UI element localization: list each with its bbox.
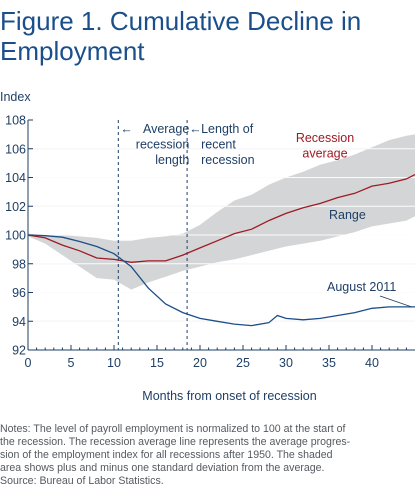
range-label: Range bbox=[329, 208, 366, 222]
notes-line: sion of the employment index for all rec… bbox=[0, 449, 333, 461]
notes-line: area shows plus and minus one standard d… bbox=[0, 462, 325, 474]
x-tick-label: 0 bbox=[25, 356, 32, 370]
figure-title-line-1: Figure 1. Cumulative Decline in bbox=[0, 6, 362, 36]
annotation-recent-recession-length: Length of bbox=[201, 122, 254, 136]
range-band bbox=[28, 134, 415, 290]
y-tick-label: 104 bbox=[5, 171, 26, 185]
august-2011-pointer bbox=[379, 295, 412, 308]
notes-line: the recession. The recession average lin… bbox=[0, 436, 351, 448]
x-tick-label: 15 bbox=[150, 356, 164, 370]
y-tick-label: 102 bbox=[5, 200, 26, 214]
recession-average-label: average bbox=[302, 147, 347, 161]
x-tick-label: 30 bbox=[279, 356, 293, 370]
annotation-recent-recession-length: recent bbox=[201, 138, 236, 152]
annotation-recent-recession-length: recession bbox=[201, 153, 255, 167]
x-tick-label: 10 bbox=[107, 356, 121, 370]
y-tick-label: 108 bbox=[5, 114, 26, 128]
y-tick-label: 100 bbox=[5, 229, 26, 243]
annotation-average-recession-length: length bbox=[155, 153, 189, 167]
figure-title-line-2: Employment bbox=[0, 36, 145, 66]
x-axis-label: Months from onset of recession bbox=[142, 389, 316, 403]
x-tick-label: 35 bbox=[322, 356, 336, 370]
notes-source: Source: Bureau of Labor Statistics. bbox=[0, 475, 164, 487]
figure-title: Figure 1. Cumulative Decline in Employme… bbox=[0, 6, 420, 66]
x-tick-label: 25 bbox=[236, 356, 250, 370]
annotation-average-recession-length: recession bbox=[136, 138, 190, 152]
arrow-left-icon: ← bbox=[120, 122, 133, 136]
y-tick-label: 106 bbox=[5, 142, 26, 156]
recession-average-line bbox=[27, 174, 416, 263]
chart: 92 94 96 98 100 102 104 106 108 0 5 10 15 20 25 30 35 40 I… bbox=[0, 90, 416, 403]
y-tick-label: 96 bbox=[12, 286, 26, 300]
x-tick-label: 20 bbox=[193, 356, 207, 370]
x-tick-label: 5 bbox=[68, 356, 75, 370]
notes: Notes: The level of payroll employment i… bbox=[0, 423, 416, 488]
y-axis-label: Index bbox=[0, 90, 31, 104]
august-2011-line bbox=[27, 234, 415, 327]
arrow-left-icon: ← bbox=[189, 122, 202, 136]
y-tick-label: 94 bbox=[12, 315, 26, 329]
y-tick-label: 98 bbox=[12, 257, 26, 271]
august-2011-label: August 2011 bbox=[327, 280, 396, 294]
y-tick-label: 92 bbox=[12, 344, 26, 358]
x-tick-label: 40 bbox=[365, 356, 379, 370]
annotation-average-recession-length: Average bbox=[143, 122, 189, 136]
notes-line: Notes: The level of payroll employment i… bbox=[0, 423, 346, 435]
recession-average-label: Recession bbox=[296, 131, 354, 145]
